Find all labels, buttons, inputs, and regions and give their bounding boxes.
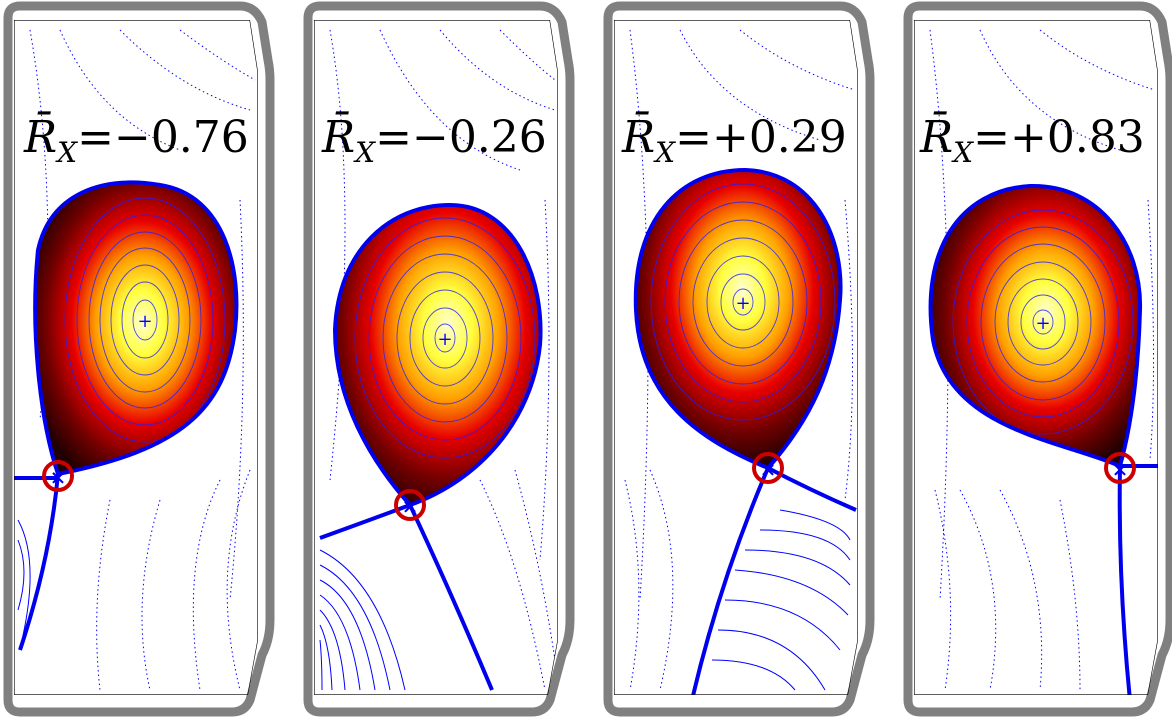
separatrix [14,180,239,651]
panel-4: + × R̄X=+0.83 [903,1,1172,717]
separatrix [633,167,857,695]
panel-label: R̄X=+0.29 [621,110,847,169]
xpoint-circle [752,452,784,484]
label-symbol: R̄ [621,110,655,163]
panel-label: R̄X=+0.83 [919,110,1145,169]
label-value: =+0.29 [675,112,847,163]
magnetic-axis-marker: + [437,329,452,350]
plasma [335,205,541,505]
xpoint-circle [42,460,74,492]
xpoint-cross: × [50,465,67,489]
vacuum-flux-lines [329,29,556,691]
vessel-wall [903,1,1172,717]
xpoint-circle [1104,452,1136,484]
private-flux-lines [711,509,851,691]
label-subscript: X [353,136,376,169]
flux-surfaces [354,217,536,459]
label-subscript: X [951,136,974,169]
label-value: =−0.76 [77,112,249,163]
magnetic-axis-marker: + [137,311,152,332]
panel-1: + × R̄X=−0.76 [3,1,275,717]
flux-surfaces [650,183,836,421]
label-value: =−0.26 [375,112,547,163]
separatrix [319,202,543,691]
xpoint-cross: × [760,457,777,481]
vessel-wall [3,1,275,717]
flux-surfaces [64,197,226,443]
label-subscript: X [55,136,78,169]
panel-2: + × R̄X=−0.26 [303,1,575,717]
magnetic-axis-marker: + [735,293,750,314]
label-symbol: R̄ [919,110,953,163]
vessel-wall [303,1,575,717]
vacuum-flux-lines [929,29,1156,691]
label-symbol: R̄ [23,110,57,163]
private-flux-lines [17,519,31,641]
flux-surfaces [952,209,1134,435]
label-value: =+0.83 [973,112,1145,163]
plasma [930,185,1141,466]
xpoint-circle [394,489,426,521]
label-symbol: R̄ [321,110,355,163]
panel-label: R̄X=−0.26 [321,110,547,169]
xpoint-cross: × [1112,457,1129,481]
xpoint-cross: × [402,494,419,518]
magnetic-axis-marker: + [1035,313,1050,334]
plasma [635,170,841,468]
separatrix [928,183,1158,695]
panel-label: R̄X=−0.76 [23,110,249,169]
label-subscript: X [653,136,676,169]
panel-3: + × R̄X=+0.29 [603,1,875,717]
private-flux-lines [319,549,406,691]
vessel-wall [603,1,875,717]
vacuum-flux-lines [624,29,856,691]
